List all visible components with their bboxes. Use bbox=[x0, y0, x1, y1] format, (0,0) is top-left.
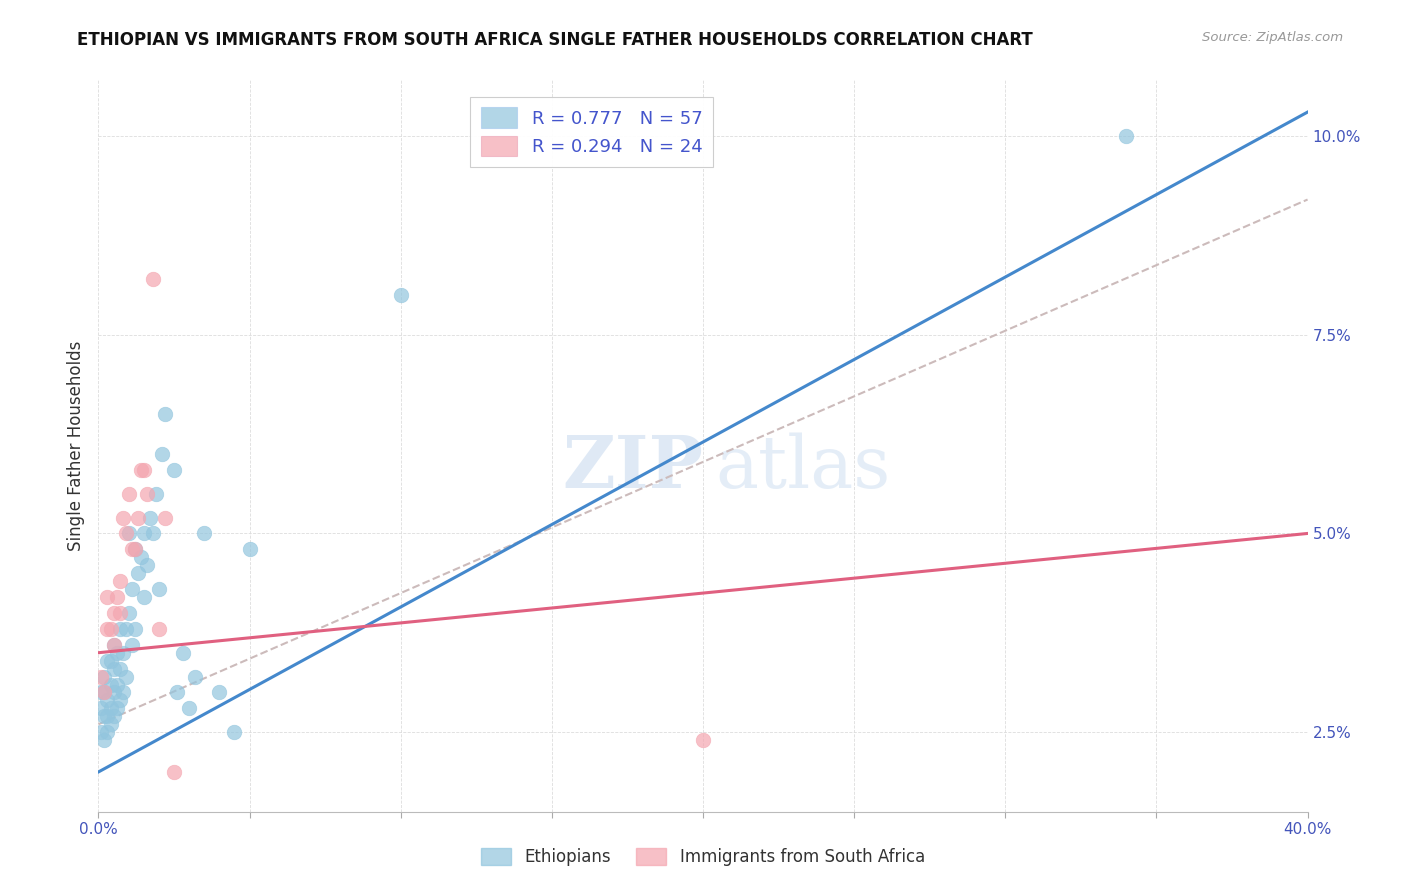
Point bbox=[96, 709, 118, 723]
Point bbox=[111, 646, 134, 660]
Point bbox=[132, 463, 155, 477]
Point bbox=[224, 725, 246, 739]
Point bbox=[163, 463, 186, 477]
Point bbox=[100, 622, 122, 636]
Text: Source: ZipAtlas.com: Source: ZipAtlas.com bbox=[1202, 31, 1343, 45]
Point bbox=[105, 646, 128, 660]
Point bbox=[692, 733, 714, 747]
Point bbox=[100, 654, 122, 668]
Point bbox=[108, 622, 131, 636]
Point bbox=[108, 693, 131, 707]
Point bbox=[93, 685, 115, 699]
Point bbox=[142, 272, 165, 286]
Point bbox=[153, 407, 176, 421]
Point bbox=[108, 574, 131, 589]
Point bbox=[100, 677, 122, 691]
Point bbox=[103, 638, 125, 652]
Point bbox=[163, 764, 186, 779]
Point bbox=[127, 510, 149, 524]
Point bbox=[184, 669, 207, 683]
Point bbox=[193, 526, 215, 541]
Point bbox=[103, 709, 125, 723]
Point bbox=[208, 685, 231, 699]
Point bbox=[132, 590, 155, 604]
Point bbox=[172, 646, 194, 660]
Point bbox=[103, 685, 125, 699]
Point bbox=[108, 606, 131, 620]
Point bbox=[103, 638, 125, 652]
Point bbox=[96, 622, 118, 636]
Point bbox=[1115, 128, 1137, 143]
Point bbox=[145, 486, 167, 500]
Legend: Ethiopians, Immigrants from South Africa: Ethiopians, Immigrants from South Africa bbox=[475, 841, 931, 873]
Point bbox=[90, 725, 112, 739]
Point bbox=[118, 526, 141, 541]
Point bbox=[93, 685, 115, 699]
Point bbox=[124, 622, 146, 636]
Point bbox=[93, 669, 115, 683]
Point bbox=[148, 582, 170, 596]
Point bbox=[139, 510, 162, 524]
Point bbox=[153, 510, 176, 524]
Point bbox=[124, 542, 146, 557]
Point bbox=[108, 662, 131, 676]
Point bbox=[105, 590, 128, 604]
Point bbox=[96, 725, 118, 739]
Point bbox=[96, 590, 118, 604]
Point bbox=[148, 622, 170, 636]
Text: ZIP: ZIP bbox=[562, 433, 703, 503]
Text: atlas: atlas bbox=[716, 433, 890, 503]
Point bbox=[179, 701, 201, 715]
Point bbox=[90, 669, 112, 683]
Point bbox=[111, 510, 134, 524]
Point bbox=[114, 669, 136, 683]
Point bbox=[239, 542, 262, 557]
Point bbox=[103, 606, 125, 620]
Point bbox=[118, 486, 141, 500]
Legend: R = 0.777   N = 57, R = 0.294   N = 24: R = 0.777 N = 57, R = 0.294 N = 24 bbox=[470, 96, 713, 167]
Point bbox=[135, 486, 157, 500]
Point bbox=[96, 693, 118, 707]
Point bbox=[121, 638, 143, 652]
Text: ETHIOPIAN VS IMMIGRANTS FROM SOUTH AFRICA SINGLE FATHER HOUSEHOLDS CORRELATION C: ETHIOPIAN VS IMMIGRANTS FROM SOUTH AFRIC… bbox=[77, 31, 1033, 49]
Y-axis label: Single Father Households: Single Father Households bbox=[66, 341, 84, 551]
Point bbox=[121, 542, 143, 557]
Point bbox=[90, 685, 112, 699]
Point bbox=[100, 701, 122, 715]
Point bbox=[96, 654, 118, 668]
Point bbox=[114, 526, 136, 541]
Point bbox=[135, 558, 157, 573]
Point bbox=[105, 701, 128, 715]
Point bbox=[132, 526, 155, 541]
Point bbox=[129, 463, 152, 477]
Point bbox=[121, 582, 143, 596]
Point bbox=[166, 685, 188, 699]
Point bbox=[111, 685, 134, 699]
Point bbox=[127, 566, 149, 581]
Point bbox=[142, 526, 165, 541]
Point bbox=[100, 717, 122, 731]
Point bbox=[90, 701, 112, 715]
Point bbox=[118, 606, 141, 620]
Point bbox=[103, 662, 125, 676]
Point bbox=[105, 677, 128, 691]
Point bbox=[129, 550, 152, 565]
Point bbox=[124, 542, 146, 557]
Point bbox=[150, 447, 173, 461]
Point bbox=[93, 709, 115, 723]
Point bbox=[389, 288, 412, 302]
Point bbox=[93, 733, 115, 747]
Point bbox=[114, 622, 136, 636]
